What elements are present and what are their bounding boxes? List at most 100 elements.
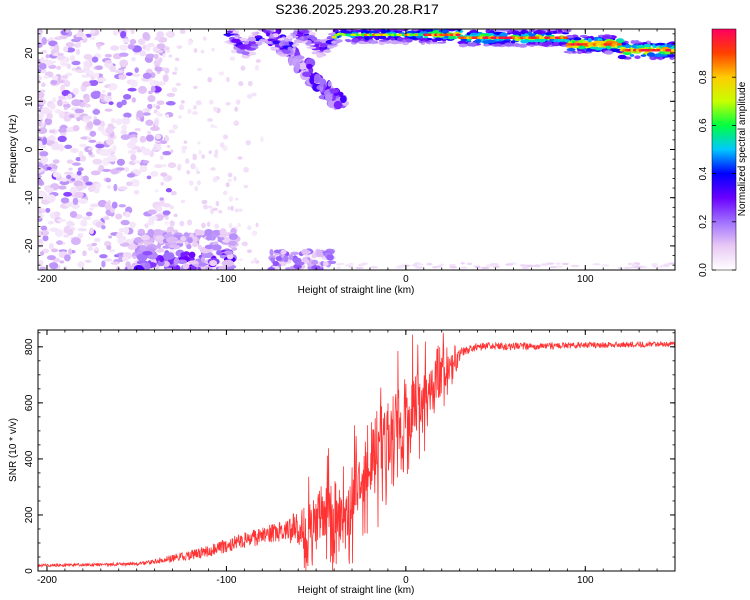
heatmap-cell xyxy=(232,30,240,35)
heatmap-cell xyxy=(403,263,408,266)
snr-x-axis-label: Height of straight line (km) xyxy=(298,585,415,596)
heatmap-cell xyxy=(319,43,328,48)
heatmap-cell xyxy=(213,125,218,129)
y-tick-label: 20 xyxy=(24,47,35,59)
heatmap-cell xyxy=(235,197,239,201)
heatmap-cell xyxy=(324,93,333,102)
heatmap-cell xyxy=(171,87,178,93)
heatmap-cell xyxy=(125,72,133,76)
heatmap-cell xyxy=(668,53,675,58)
heatmap-cell xyxy=(460,262,465,265)
heatmap-cell xyxy=(59,260,65,264)
heatmap-cell xyxy=(549,265,557,269)
heatmap-cell xyxy=(235,99,241,105)
heatmap-cell xyxy=(106,155,117,162)
heatmap-cell xyxy=(368,30,378,34)
heatmap-cell xyxy=(38,178,43,186)
heatmap-cell xyxy=(49,262,59,270)
heatmap-cell xyxy=(225,101,231,106)
heatmap-cell xyxy=(91,242,98,247)
heatmap-cell xyxy=(605,45,612,49)
heatmap-cell xyxy=(45,187,55,193)
heatmap-cell xyxy=(142,72,152,79)
heatmap-cell xyxy=(142,31,150,40)
heatmap-cell xyxy=(597,38,603,41)
heatmap-cell xyxy=(247,225,252,231)
heatmap-cell xyxy=(195,166,199,172)
heatmap-cell xyxy=(81,74,91,78)
heatmap-cell xyxy=(166,226,175,234)
heatmap-cell xyxy=(63,171,74,175)
heatmap-cell xyxy=(104,258,113,262)
heatmap-cell xyxy=(86,136,92,141)
heatmap-cell xyxy=(90,170,101,176)
colorbar-tick-label: 0.8 xyxy=(698,70,709,84)
heatmap-cell xyxy=(634,55,641,59)
heatmap-cell xyxy=(39,266,47,270)
heatmap-cell xyxy=(56,240,63,245)
heatmap-cell xyxy=(128,44,135,50)
heatmap-cell xyxy=(165,135,169,141)
heatmap-cell xyxy=(455,33,461,37)
heatmap-cell xyxy=(60,177,68,182)
heatmap-cell xyxy=(136,148,143,153)
heatmap-cell xyxy=(295,261,305,266)
heatmap-cell xyxy=(287,46,293,51)
heatmap-cell xyxy=(216,250,223,256)
heatmap-cell xyxy=(162,53,166,58)
heatmap-cell xyxy=(238,37,248,41)
heatmap-cell xyxy=(152,146,158,152)
heatmap-cell xyxy=(366,29,376,32)
heatmap-cell xyxy=(351,31,359,35)
heatmap-cell xyxy=(40,68,47,74)
y-tick-label: 0 xyxy=(24,146,35,152)
heatmap-cell xyxy=(181,145,188,150)
heatmap-cell xyxy=(439,263,445,266)
heatmap-cell xyxy=(499,32,508,38)
spectrogram-y-axis-label: Frequency (Hz) xyxy=(8,115,19,184)
heatmap-cell xyxy=(154,189,159,193)
heatmap-cell xyxy=(152,229,164,237)
colorbar-tick-label: 0.2 xyxy=(698,214,709,228)
heatmap-cell xyxy=(311,259,319,265)
heatmap-cell xyxy=(82,250,87,257)
heatmap-cell xyxy=(198,262,207,267)
heatmap-cell xyxy=(78,198,88,204)
heatmap-cell xyxy=(226,253,234,260)
heatmap-cell xyxy=(162,210,171,216)
y-tick-label: 200 xyxy=(24,506,35,523)
heatmap-cell xyxy=(79,155,87,162)
heatmap-cell xyxy=(194,185,199,192)
heatmap-cell xyxy=(162,67,166,71)
heatmap-cell xyxy=(218,265,228,270)
heatmap-cell xyxy=(147,229,155,237)
spectrogram-x-axis-label: Height of straight line (km) xyxy=(298,285,415,296)
heatmap-cell xyxy=(39,251,45,256)
heatmap-cell xyxy=(87,185,96,193)
heatmap-cell xyxy=(63,191,73,197)
heatmap-cell xyxy=(38,167,44,173)
heatmap-cell xyxy=(237,156,243,160)
heatmap-cell xyxy=(67,93,73,100)
heatmap-cell xyxy=(228,222,233,229)
heatmap-cell xyxy=(432,266,438,269)
heatmap-cell xyxy=(267,266,276,270)
heatmap-cell xyxy=(119,59,129,68)
heatmap-cell xyxy=(530,41,536,45)
x-tick-label: -100 xyxy=(216,575,236,586)
heatmap-cell xyxy=(231,247,238,251)
heatmap-cell xyxy=(74,191,84,198)
heatmap-cell xyxy=(207,76,213,83)
heatmap-cell xyxy=(51,75,59,81)
heatmap-cell xyxy=(54,44,60,53)
heatmap-cell xyxy=(272,260,280,267)
heatmap-cell xyxy=(94,183,102,189)
heatmap-cell xyxy=(72,87,80,95)
heatmap-cell xyxy=(61,74,68,79)
heatmap-cell xyxy=(145,53,155,59)
heatmap-cell xyxy=(285,35,293,39)
heatmap-cell xyxy=(241,51,250,55)
heatmap-cell xyxy=(264,25,273,28)
heatmap-cell xyxy=(303,259,310,264)
heatmap-cell xyxy=(336,39,343,43)
